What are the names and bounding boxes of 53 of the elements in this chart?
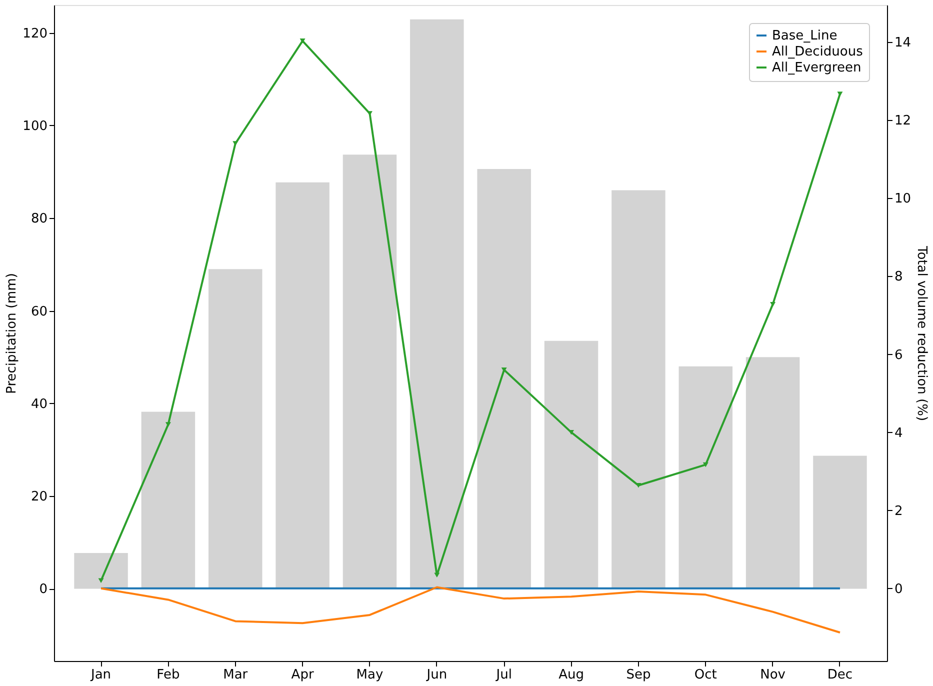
x-tick-label: Aug	[558, 668, 584, 682]
bar	[544, 340, 598, 589]
bar	[612, 190, 666, 589]
legend-label: All_Evergreen	[772, 60, 862, 76]
x-tick-label: Jun	[426, 668, 448, 682]
y-tick-label: 100	[22, 118, 48, 134]
y-tick-label: 20	[30, 490, 48, 505]
x-tick-label: Jan	[90, 668, 112, 682]
y-tick-label: 120	[22, 26, 48, 42]
y2-tick-label: 4	[894, 426, 903, 441]
x-tick-label: Jul	[495, 668, 512, 682]
y-tick-label: 60	[30, 304, 48, 320]
line-series	[100, 586, 841, 634]
y-tick-label: 80	[30, 212, 48, 227]
point	[434, 572, 440, 578]
x-tick-label: Nov	[760, 668, 786, 682]
bar	[746, 357, 800, 589]
point	[501, 368, 507, 372]
y2-tick-label: 2	[894, 504, 903, 519]
legend-label: Base_Line	[772, 28, 838, 44]
x-tick-label: Mar	[223, 668, 248, 682]
x-tick-label: Feb	[156, 668, 180, 682]
point	[770, 302, 776, 307]
point	[300, 38, 306, 44]
point	[702, 462, 708, 468]
x-tick-label: May	[356, 668, 384, 682]
y-tick-label: 40	[30, 396, 48, 412]
y2-tick-label: 8	[894, 270, 903, 285]
x-tick-label: Apr	[291, 668, 314, 682]
y2-tick-label: 14	[894, 36, 912, 51]
bar	[342, 154, 397, 589]
bar	[74, 553, 128, 589]
bar	[276, 182, 330, 589]
x-tick-label: Dec	[827, 668, 853, 682]
bar	[410, 19, 464, 589]
y2-tick-label: 0	[894, 582, 903, 597]
bar	[813, 456, 867, 589]
y-axis-title: Precipitation (mm)	[4, 273, 20, 394]
bar	[477, 169, 531, 589]
x-tick-label: Sep	[626, 668, 651, 682]
y-tick-label: 0	[39, 582, 48, 598]
y2-tick-label: 6	[894, 348, 903, 363]
legend-label: All_Deciduous	[772, 44, 864, 60]
y2-tick-label: 12	[894, 114, 912, 129]
bar	[141, 412, 196, 589]
point	[165, 422, 171, 427]
y2-axis-title: Total volume reduction (%)	[914, 244, 930, 422]
bar	[678, 366, 732, 589]
y2-tick-label: 10	[894, 192, 912, 207]
bar	[208, 269, 262, 589]
point	[98, 578, 104, 583]
point	[837, 92, 843, 96]
x-tick-label: Oct	[694, 668, 717, 682]
